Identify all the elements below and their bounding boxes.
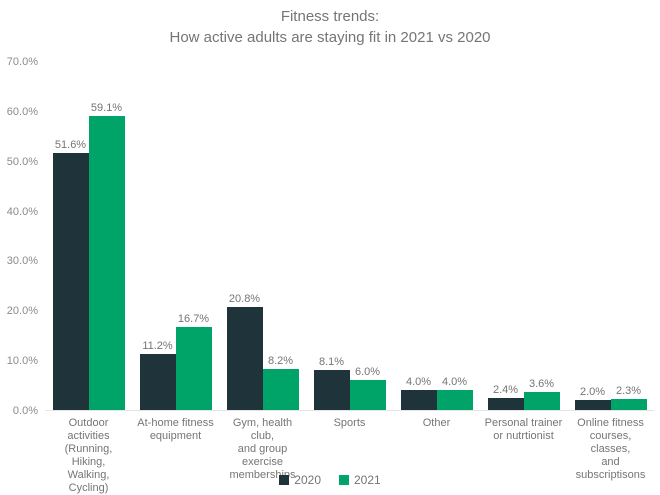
- bar-2020: 8.1%: [313, 356, 350, 410]
- bar-group: 11.2% 16.7%: [132, 62, 219, 410]
- y-axis-tick-label: 70.0%: [6, 56, 38, 68]
- bar-value-label: 2.4%: [492, 384, 519, 397]
- y-axis-tick-label: 40.0%: [6, 205, 38, 218]
- x-axis-labels: Outdoor activities (Running, Hiking, Wal…: [45, 417, 654, 495]
- bar-group: 2.0% 2.3%: [567, 62, 654, 410]
- y-axis-tick-label: 20.0%: [6, 305, 38, 318]
- bar-value-label: 11.2%: [142, 340, 173, 353]
- bar-value-label: 2.0%: [579, 386, 606, 399]
- bar-2021: 2.3%: [610, 385, 647, 410]
- bar-group: 2.4% 3.6%: [480, 62, 567, 410]
- x-axis-category-label: Outdoor activities (Running, Hiking, Wal…: [64, 417, 113, 494]
- bar-value-label: 4.0%: [405, 376, 432, 389]
- bar-group: 20.8% 8.2%: [219, 62, 306, 410]
- bar-2020: 2.0%: [574, 386, 611, 410]
- bar-2021: 3.6%: [523, 378, 560, 410]
- bar-value-label: 2.3%: [615, 384, 642, 397]
- bar-2021: 8.2%: [262, 355, 299, 410]
- y-axis-tick-label: 30.0%: [6, 255, 38, 268]
- bar-group: 51.6% 59.1%: [45, 62, 132, 410]
- bar-value-label: 6.0%: [354, 366, 381, 379]
- legend-swatch-icon: [279, 475, 290, 485]
- x-axis-category-label: Sports: [333, 417, 366, 429]
- x-axis-category-label: Online fitness courses, classes, and sub…: [575, 417, 646, 481]
- legend-item-2021: 2021: [339, 473, 381, 487]
- x-axis-category-label: Gym, health club, and group exercise mem…: [229, 417, 296, 481]
- legend: 2020 2021: [0, 473, 660, 487]
- legend-label: 2021: [354, 473, 381, 487]
- y-axis-tick-label: 50.0%: [6, 155, 38, 168]
- chart-title: Fitness trends: How active adults are st…: [0, 6, 660, 48]
- bar-value-label: 8.1%: [318, 355, 345, 368]
- x-axis-category-label: Personal trainer or nutrtionist: [484, 417, 563, 442]
- bar-2020: 51.6%: [52, 139, 89, 410]
- bar-2021: 59.1%: [88, 102, 125, 410]
- x-axis-category-label: At-home fitness equipment: [137, 417, 214, 442]
- bar-2020: 2.4%: [487, 384, 524, 410]
- y-axis-tick-label: 60.0%: [6, 105, 38, 118]
- y-axis-tick-label: 10.0%: [6, 355, 38, 368]
- y-axis-tick-label: 0.0%: [12, 405, 38, 417]
- bar-value-label: 51.6%: [54, 139, 87, 152]
- bar-value-label: 16.7%: [177, 312, 210, 325]
- bar-2020: 4.0%: [400, 376, 437, 410]
- bar-2021: 6.0%: [349, 366, 386, 410]
- legend-item-2020: 2020: [279, 473, 321, 487]
- y-axis: 70.0% 60.0% 50.0% 40.0% 30.0% 20.0% 10.0% 0.0%: [0, 56, 38, 417]
- bar-group: 8.1% 6.0%: [306, 62, 393, 410]
- legend-swatch-icon: [339, 475, 349, 485]
- bar-value-label: 20.8%: [228, 292, 261, 305]
- legend-label: 2020: [294, 473, 321, 487]
- plot-area: 51.6% 59.1% 11.2% 16.7% 20.8% 8.2% 8.1% 6.0% 4.0…: [45, 62, 654, 411]
- bar-value-label: 59.1%: [90, 102, 123, 115]
- chart-title-line2: How active adults are staying fit in 202…: [169, 29, 491, 46]
- bar-2020: 20.8%: [226, 293, 263, 410]
- bar-value-label: 4.0%: [441, 376, 468, 389]
- bar-value-label: 8.2%: [267, 355, 294, 368]
- bar-2021: 4.0%: [436, 376, 473, 410]
- chart-title-line1: Fitness trends:: [280, 8, 380, 25]
- bar-2021: 16.7%: [175, 313, 212, 410]
- bar-value-label: 3.6%: [528, 378, 555, 391]
- x-axis-category-label: Other: [422, 417, 451, 429]
- bar-2020: 11.2%: [139, 340, 176, 410]
- bar-group: 4.0% 4.0%: [393, 62, 480, 410]
